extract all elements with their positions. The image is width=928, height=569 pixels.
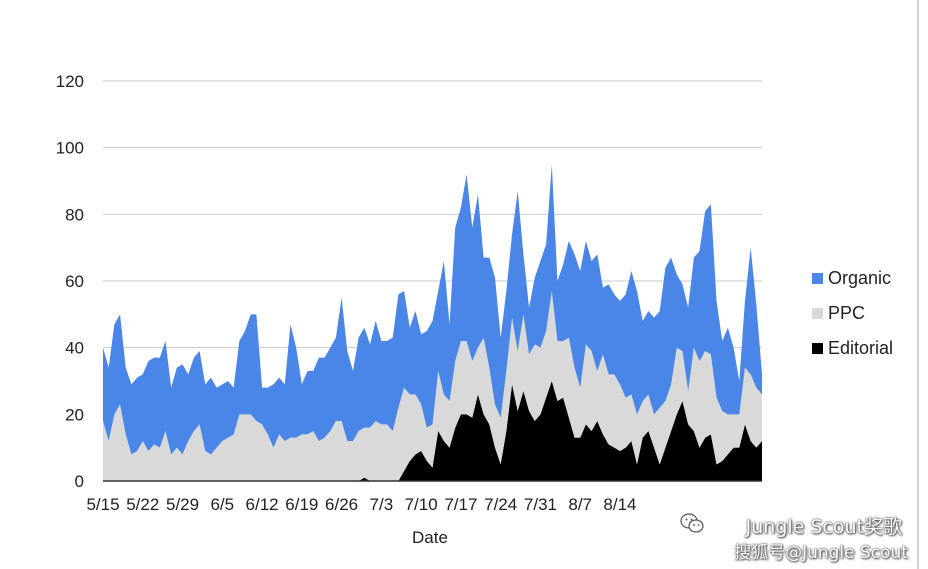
wechat-icon <box>680 513 704 533</box>
legend-swatch-editorial <box>812 343 823 354</box>
x-axis-ticks: 5/15 5/22 5/29 6/5 6/12 6/19 6/26 7/3 7/10 7/17 7/… <box>86 495 636 514</box>
area-series-ppc <box>103 291 762 481</box>
right-border <box>917 0 919 569</box>
y-tick-label: 20 <box>65 405 84 424</box>
legend-label-organic: Organic <box>828 268 891 288</box>
stacked-areas <box>103 164 762 482</box>
y-tick-label: 60 <box>65 272 84 291</box>
legend-swatch-ppc <box>812 308 823 319</box>
x-tick-label: 7/10 <box>405 495 438 514</box>
area-series-editorial <box>103 381 762 481</box>
x-tick-label: 7/17 <box>444 495 477 514</box>
x-tick-label: 5/29 <box>166 495 199 514</box>
x-tick-label: 7/24 <box>484 495 517 514</box>
legend-swatch-organic <box>812 273 823 284</box>
x-tick-label: 8/7 <box>568 495 592 514</box>
y-tick-label: 40 <box>65 339 84 358</box>
x-tick-label: 5/22 <box>126 495 159 514</box>
y-tick-label: 0 <box>75 472 84 491</box>
x-tick-label: 6/26 <box>325 495 358 514</box>
y-axis-ticks: 0 20 40 60 80 100 120 <box>56 72 84 491</box>
x-tick-label: 6/19 <box>285 495 318 514</box>
x-axis-title: Date <box>412 528 448 547</box>
y-tick-label: 80 <box>65 205 84 224</box>
legend-label-ppc: PPC <box>828 303 865 323</box>
area-series-organic <box>103 164 762 455</box>
watermark-line1: Jungle Scout奖歌 <box>745 516 902 538</box>
x-tick-label: 6/12 <box>246 495 279 514</box>
watermark-line2: 搜狐号@Jungle Scout <box>734 543 908 563</box>
x-tick-label: 6/5 <box>210 495 234 514</box>
y-tick-label: 120 <box>56 72 84 91</box>
x-tick-label: 7/31 <box>524 495 557 514</box>
x-tick-label: 8/14 <box>603 495 636 514</box>
y-tick-label: 100 <box>56 139 84 158</box>
x-tick-label: 5/15 <box>86 495 119 514</box>
legend-label-editorial: Editorial <box>828 338 893 358</box>
legend: Organic PPC Editorial <box>812 268 893 358</box>
x-tick-label: 7/3 <box>370 495 394 514</box>
